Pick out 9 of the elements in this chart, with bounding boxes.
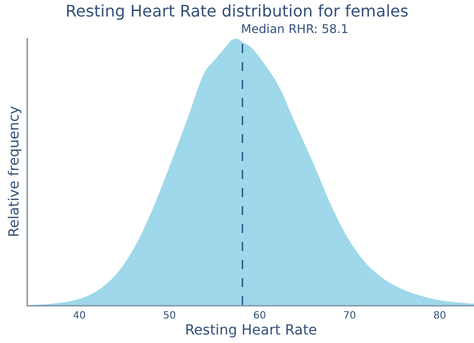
x-tick-label: 50 bbox=[163, 310, 176, 322]
x-tick-label: 80 bbox=[433, 310, 446, 322]
y-axis-title: Relative frequency bbox=[6, 106, 22, 238]
x-tick-label: 60 bbox=[253, 310, 266, 322]
x-axis-title: Resting Heart Rate bbox=[184, 322, 318, 339]
chart-title: Resting Heart Rate distribution for females bbox=[66, 1, 408, 20]
x-tick-label: 70 bbox=[343, 310, 356, 322]
ref-line-label: Median RHR: 58.1 bbox=[241, 22, 348, 36]
x-tick-label: 40 bbox=[72, 310, 86, 322]
